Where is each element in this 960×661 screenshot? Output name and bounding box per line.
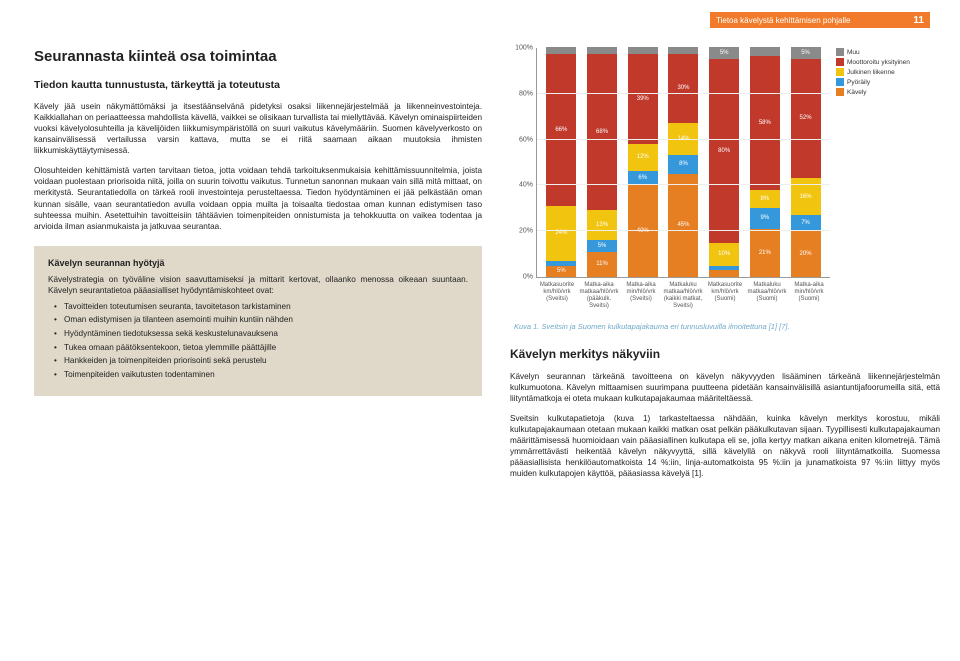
bar-segment: 20% xyxy=(791,231,821,277)
bar: 45%8%14%30% xyxy=(668,47,698,277)
bar-segment: 5% xyxy=(587,240,617,252)
bar: 11%5%13%68% xyxy=(587,47,617,277)
bar-segment: 7% xyxy=(791,215,821,231)
x-label: Matka-aika matkaa/hlö/vrk (pääkulk. Svei… xyxy=(578,282,620,310)
legend-label: Julkinen liikenne xyxy=(847,69,895,76)
bar-segment xyxy=(709,270,739,277)
x-label: Matkaluku matkaa/hlö/vrk (Suomi) xyxy=(746,282,788,310)
legend-swatch xyxy=(836,78,844,86)
box-list-item: Tukea omaan päätöksentekoon, tietoa ylem… xyxy=(54,343,468,354)
chart-container: Muu Moottoroitu yksityinen Julkinen liiken… xyxy=(510,48,940,331)
bar-segment: 11% xyxy=(587,252,617,277)
highlight-box: Kävelyn seurannan hyötyjä Kävelystrategi… xyxy=(34,246,482,396)
bar-segment: 30% xyxy=(668,54,698,123)
bar-segment: 39% xyxy=(628,54,658,144)
legend-label: Pyöräily xyxy=(847,79,870,86)
gridline xyxy=(537,230,830,231)
gridline xyxy=(537,184,830,185)
legend-label: Muu xyxy=(847,49,860,56)
box-list: Tavoitteiden toteutumisen seuranta, tavo… xyxy=(48,302,468,381)
paragraph: Kävely jää usein näkymättömäksi ja itses… xyxy=(34,101,482,156)
bar: 20%7%16%52%5% xyxy=(791,47,821,277)
bar-segment: 52% xyxy=(791,59,821,179)
y-tick: 80% xyxy=(513,90,533,97)
x-label: Matka-aika min/hlö/vrk (Sveitsi) xyxy=(620,282,662,310)
gridline xyxy=(537,93,830,94)
chart-bars: 5%24%66%11%5%13%68%40%6%12%39%45%8%14%30… xyxy=(537,48,830,277)
paragraph: Sveitsin kulkutapatietoja (kuva 1) tarka… xyxy=(510,413,940,479)
subheading: Tiedon kautta tunnustusta, tärkeyttä ja … xyxy=(34,79,482,91)
bar-segment: 5% xyxy=(709,47,739,59)
box-intro: Kävelystrategia on työväline vision saav… xyxy=(48,274,468,296)
legend-item: Pyöräily xyxy=(836,78,936,86)
x-label: Matkasuorite km/hlö/vrk (Suomi) xyxy=(704,282,746,310)
y-tick: 60% xyxy=(513,136,533,143)
bar-segment: 12% xyxy=(628,144,658,172)
chart-x-labels: Matkasuorite km/hlö/vrk (Sveitsi)Matka-a… xyxy=(536,282,830,310)
stacked-bar-chart: MuuMoottoroitu yksityinenJulkinen liiken… xyxy=(536,48,830,278)
bar: 10%80%5% xyxy=(709,47,739,277)
left-column: Seurannasta kiinteä osa toimintaa Tiedon… xyxy=(34,48,482,645)
bar-segment: 5% xyxy=(791,47,821,59)
section-title: Seurannasta kiinteä osa toimintaa xyxy=(34,48,482,65)
legend-swatch xyxy=(836,48,844,56)
bar-segment xyxy=(668,47,698,54)
legend-item: Kävely xyxy=(836,88,936,96)
x-label: Matkaluku matkaa/hlö/vrk (kaikki matkat,… xyxy=(662,282,704,310)
gridline xyxy=(537,139,830,140)
bar-segment: 45% xyxy=(668,174,698,278)
bar-segment: 58% xyxy=(750,56,780,189)
running-title: Tietoa kävelystä kehittämisen pohjalle xyxy=(716,16,850,25)
bar: 21%9%8%58% xyxy=(750,47,780,277)
box-list-item: Hankkeiden ja toimenpiteiden priorisoint… xyxy=(54,356,468,367)
bar-segment xyxy=(750,47,780,56)
legend-item: Muu xyxy=(836,48,936,56)
box-title: Kävelyn seurannan hyötyjä xyxy=(48,258,468,268)
paragraph: Olosuhteiden kehittämistä varten tarvita… xyxy=(34,165,482,231)
chart-legend: Muu Moottoroitu yksityinen Julkinen liiken… xyxy=(836,48,936,98)
y-tick: 0% xyxy=(513,274,533,281)
legend-swatch xyxy=(836,68,844,76)
bar: 40%6%12%39% xyxy=(628,47,658,277)
y-tick: 40% xyxy=(513,182,533,189)
box-list-item: Oman edistymisen ja tilanteen asemointi … xyxy=(54,315,468,326)
legend-swatch xyxy=(836,88,844,96)
box-list-item: Hyödyntäminen tiedotuksessa sekä keskust… xyxy=(54,329,468,340)
bar-segment: 21% xyxy=(750,229,780,277)
chart-caption: Kuva 1. Sveitsin ja Suomen kulkutapajaka… xyxy=(514,322,940,331)
running-header: Tietoa kävelystä kehittämisen pohjalle 1… xyxy=(710,12,930,28)
bar-segment: 5% xyxy=(546,266,576,278)
y-tick: 20% xyxy=(513,228,533,235)
bar-segment: 8% xyxy=(750,190,780,208)
x-label: Matkasuorite km/hlö/vrk (Sveitsi) xyxy=(536,282,578,310)
bar-segment: 6% xyxy=(628,171,658,185)
x-label: Matka-aika min/hlö/vrk (Suomi) xyxy=(788,282,830,310)
legend-item: Julkinen liikenne xyxy=(836,68,936,76)
bar-segment: 9% xyxy=(750,208,780,229)
box-list-item: Toimenpiteiden vaikutusten todentaminen xyxy=(54,370,468,381)
bar-segment xyxy=(546,47,576,54)
bar-segment: 8% xyxy=(668,155,698,173)
bar-segment: 10% xyxy=(709,243,739,266)
y-tick: 100% xyxy=(513,45,533,52)
bar-segment xyxy=(587,47,617,54)
bar: 5% 24%66% xyxy=(546,47,576,277)
legend-label: Kävely xyxy=(847,89,867,96)
bar-segment: 13% xyxy=(587,210,617,240)
bar-segment: 68% xyxy=(587,54,617,210)
bar-segment: 24% xyxy=(546,206,576,261)
page-number: 11 xyxy=(913,15,924,26)
legend-item: Moottoroitu yksityinen xyxy=(836,58,936,66)
bar-segment: 80% xyxy=(709,59,739,243)
bar-segment: 66% xyxy=(546,54,576,206)
bar-segment xyxy=(628,47,658,54)
right-heading: Kävelyn merkitys näkyviin xyxy=(510,347,940,361)
paragraph: Kävelyn seurannan tärkeänä tavoitteena o… xyxy=(510,371,940,404)
box-list-item: Tavoitteiden toteutumisen seuranta, tavo… xyxy=(54,302,468,313)
content-columns: Seurannasta kiinteä osa toimintaa Tiedon… xyxy=(34,48,930,645)
legend-swatch xyxy=(836,58,844,66)
right-column: Muu Moottoroitu yksityinen Julkinen liiken… xyxy=(510,48,940,645)
legend-label: Moottoroitu yksityinen xyxy=(847,59,910,66)
